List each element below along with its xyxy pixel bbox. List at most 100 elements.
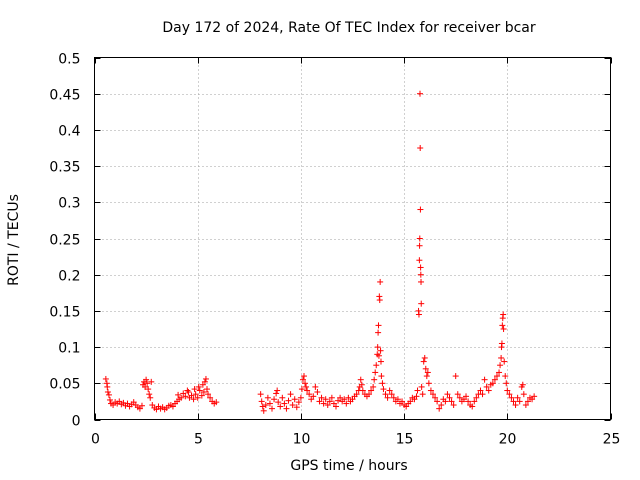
data-point bbox=[144, 380, 151, 387]
data-point bbox=[262, 402, 269, 409]
data-point bbox=[314, 388, 321, 395]
y-tick-label: 0.3 bbox=[58, 196, 80, 212]
data-point bbox=[297, 394, 304, 401]
data-point bbox=[499, 322, 506, 329]
data-point bbox=[266, 400, 273, 407]
data-point bbox=[497, 362, 504, 369]
data-point bbox=[448, 398, 455, 405]
data-point bbox=[442, 398, 449, 405]
data-point bbox=[359, 387, 366, 394]
data-point bbox=[390, 394, 397, 401]
data-point bbox=[438, 402, 445, 409]
x-tick-label: 20 bbox=[499, 432, 517, 448]
data-point bbox=[417, 264, 424, 271]
grid bbox=[94, 57, 611, 420]
data-point bbox=[106, 396, 113, 403]
data-point bbox=[373, 362, 380, 369]
data-point bbox=[146, 391, 153, 398]
data-point bbox=[371, 376, 378, 383]
data-point bbox=[213, 399, 220, 406]
y-tick-label: 0.1 bbox=[58, 341, 80, 357]
chart-title: Day 172 of 2024, Rate Of TEC Index for r… bbox=[162, 20, 536, 36]
axis-ticks bbox=[94, 57, 612, 421]
data-point bbox=[419, 391, 426, 398]
data-point bbox=[377, 358, 384, 365]
data-point bbox=[424, 369, 431, 376]
data-point bbox=[304, 387, 311, 394]
data-point bbox=[196, 387, 203, 394]
data-point bbox=[102, 375, 109, 382]
x-axis-label: GPS time / hours bbox=[290, 458, 407, 474]
x-tick-labels: 0 5 10 15 20 25 bbox=[91, 432, 620, 448]
data-point bbox=[312, 383, 319, 390]
y-tick-label: 0.45 bbox=[49, 88, 80, 104]
data-point bbox=[414, 387, 421, 394]
data-point bbox=[271, 396, 278, 403]
data-point bbox=[374, 344, 381, 351]
y-tick-label: 0.15 bbox=[49, 305, 80, 321]
data-point bbox=[275, 399, 282, 406]
data-point bbox=[202, 375, 209, 382]
data-point bbox=[148, 378, 155, 385]
data-point bbox=[269, 405, 276, 412]
y-axis-label: ROTI / TECUs bbox=[6, 194, 22, 286]
data-point bbox=[388, 391, 395, 398]
data-point bbox=[370, 383, 377, 390]
data-point bbox=[377, 278, 384, 285]
data-point bbox=[531, 393, 538, 400]
data-point bbox=[295, 399, 302, 406]
data-point bbox=[142, 383, 149, 390]
data-point bbox=[306, 391, 313, 398]
data-point bbox=[358, 381, 365, 388]
data-point bbox=[145, 386, 152, 393]
data-point bbox=[407, 398, 414, 405]
data-point bbox=[417, 206, 424, 213]
data-point bbox=[257, 391, 264, 398]
data-point bbox=[184, 387, 191, 394]
data-point bbox=[291, 396, 298, 403]
data-point bbox=[423, 373, 430, 380]
data-point bbox=[450, 402, 457, 409]
data-point bbox=[185, 388, 192, 395]
data-point bbox=[418, 300, 425, 307]
data-point bbox=[417, 271, 424, 278]
data-point bbox=[326, 398, 333, 405]
data-point bbox=[425, 380, 432, 387]
data-point bbox=[416, 90, 423, 97]
data-point bbox=[512, 402, 519, 409]
data-point bbox=[310, 393, 317, 400]
data-point bbox=[341, 396, 348, 403]
data-point bbox=[421, 354, 428, 361]
data-point bbox=[510, 398, 517, 405]
x-tick-label: 25 bbox=[603, 432, 621, 448]
data-point bbox=[399, 398, 406, 405]
data-point bbox=[299, 376, 306, 383]
y-tick-label: 0.4 bbox=[58, 124, 80, 140]
y-tick-label: 0.35 bbox=[49, 160, 80, 176]
data-point bbox=[436, 405, 443, 412]
data-point bbox=[283, 405, 290, 412]
data-point bbox=[175, 391, 182, 398]
data-point bbox=[375, 352, 382, 359]
data-point bbox=[434, 398, 441, 405]
data-point bbox=[452, 373, 459, 380]
data-point bbox=[416, 242, 423, 249]
data-point bbox=[481, 376, 488, 383]
data-point bbox=[491, 376, 498, 383]
data-point bbox=[432, 394, 439, 401]
data-point bbox=[485, 387, 492, 394]
data-point bbox=[496, 369, 503, 376]
data-point bbox=[200, 388, 207, 395]
data-point bbox=[413, 393, 420, 400]
data-point bbox=[465, 398, 472, 405]
data-point bbox=[427, 387, 434, 394]
y-tick-label: 0.25 bbox=[49, 233, 80, 249]
data-point bbox=[503, 380, 510, 387]
y-tick-label: 0 bbox=[72, 414, 81, 430]
data-point bbox=[357, 376, 364, 383]
data-point bbox=[386, 387, 393, 394]
data-point bbox=[285, 397, 292, 404]
data-point bbox=[337, 394, 344, 401]
data-point bbox=[328, 394, 335, 401]
